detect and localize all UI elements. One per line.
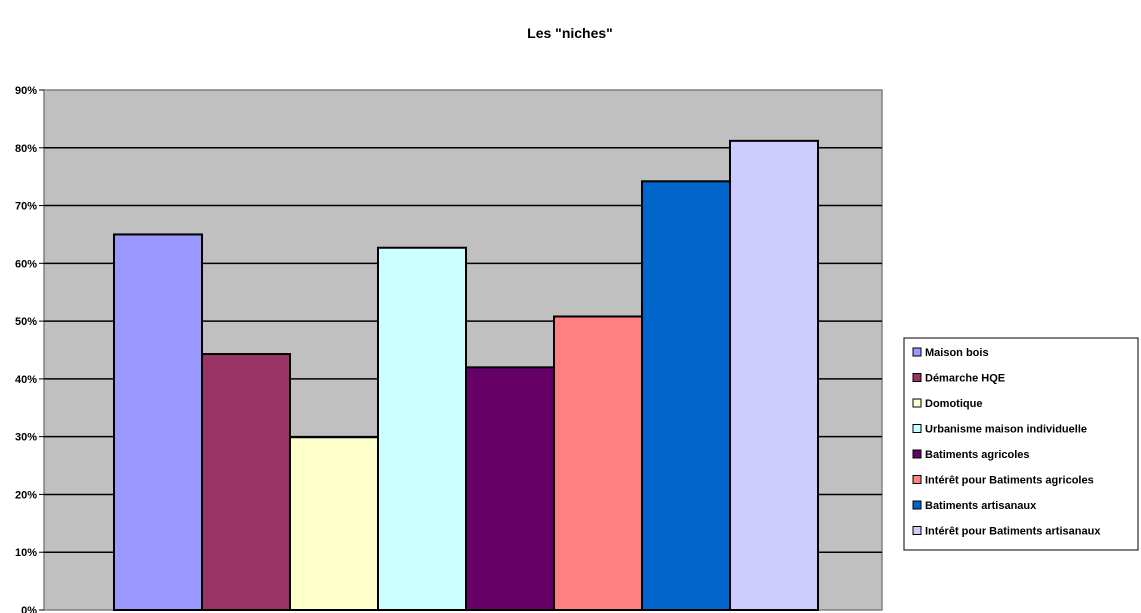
legend-swatch [912, 424, 922, 433]
legend-swatch [912, 500, 922, 510]
legend-box [903, 337, 1139, 551]
bar [641, 180, 731, 612]
legend-label: Maison bois [925, 347, 989, 359]
legend-label: Batiments artisanaux [925, 500, 1037, 512]
legend-label: Batiments agricoles [925, 449, 1030, 461]
legend-label: Urbanisme maison individuelle [925, 424, 1087, 436]
y-tick-label: 80% [15, 143, 37, 155]
legend-label: Intérêt pour Batiments artisanaux [925, 526, 1101, 538]
y-tick-label: 20% [15, 489, 37, 501]
legend-swatch [912, 526, 922, 535]
y-tick-label: 10% [15, 547, 37, 559]
bar [377, 246, 467, 611]
y-tick-label: 50% [15, 316, 37, 328]
legend-swatch [912, 449, 922, 459]
legend-label: Domotique [925, 398, 982, 410]
legend-label: Démarche HQE [925, 373, 1005, 385]
legend-swatch [912, 347, 922, 357]
y-axis-ticks: 0% 10% 20% 30% 40% 50% 60% 70% 80% 90% [15, 85, 44, 613]
legend-swatch [912, 475, 922, 484]
legend: Maison bois Démarche HQE Domotique Urbanism… [903, 337, 1139, 551]
bar [289, 436, 379, 611]
legend-swatch [912, 373, 922, 382]
y-tick-label: 70% [15, 201, 37, 213]
chart-title: Les "niches" [527, 25, 613, 41]
bar [201, 353, 291, 611]
legend-swatch [912, 398, 922, 408]
y-tick-label: 90% [15, 85, 37, 97]
y-tick-label: 30% [15, 432, 37, 444]
bar [553, 315, 643, 611]
bar [465, 366, 555, 612]
bar [113, 233, 203, 611]
bar [729, 139, 819, 611]
y-tick-label: 0% [21, 605, 37, 613]
y-tick-label: 40% [15, 374, 37, 386]
y-tick-label: 60% [15, 258, 37, 270]
legend-label: Intérêt pour Batiments agricoles [925, 475, 1094, 487]
bars [113, 139, 819, 612]
